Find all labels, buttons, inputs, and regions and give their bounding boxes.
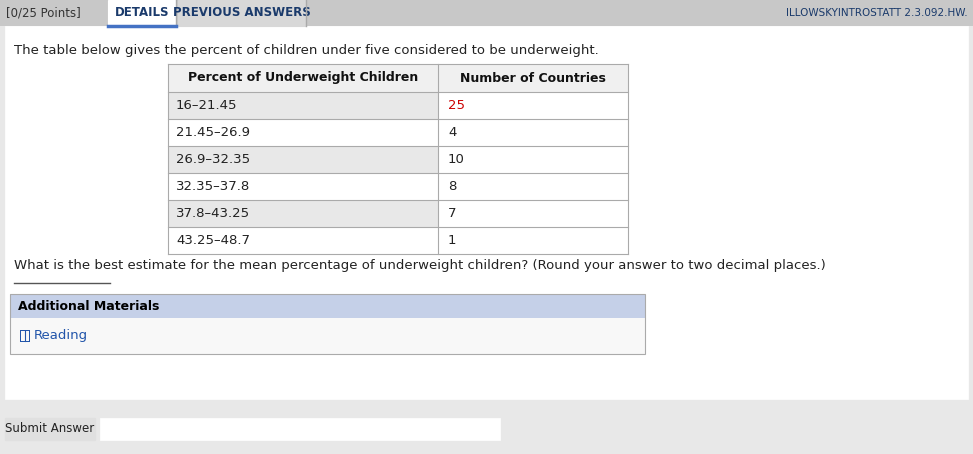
Text: 43.25–48.7: 43.25–48.7 bbox=[176, 234, 250, 247]
Text: The table below gives the percent of children under five considered to be underw: The table below gives the percent of chi… bbox=[14, 44, 598, 57]
Bar bbox=[108, 0, 176, 26]
Bar bbox=[168, 92, 438, 119]
Bar bbox=[438, 173, 628, 200]
Bar bbox=[168, 146, 438, 173]
Text: 7: 7 bbox=[448, 207, 456, 220]
Text: Submit Answer: Submit Answer bbox=[6, 423, 94, 435]
Text: Reading: Reading bbox=[34, 330, 89, 342]
Text: 26.9–32.35: 26.9–32.35 bbox=[176, 153, 250, 166]
Text: DETAILS: DETAILS bbox=[115, 6, 169, 20]
Bar bbox=[5, 26, 968, 399]
Text: 25: 25 bbox=[448, 99, 465, 112]
Bar bbox=[438, 227, 628, 254]
Text: 37.8–43.25: 37.8–43.25 bbox=[176, 207, 250, 220]
Bar bbox=[168, 173, 438, 200]
Text: Number of Countries: Number of Countries bbox=[460, 71, 606, 84]
Text: Percent of Underweight Children: Percent of Underweight Children bbox=[188, 71, 418, 84]
Bar bbox=[0, 0, 973, 26]
Text: 16–21.45: 16–21.45 bbox=[176, 99, 237, 112]
Bar bbox=[168, 227, 438, 254]
Text: Additional Materials: Additional Materials bbox=[18, 300, 160, 312]
Bar bbox=[10, 294, 645, 354]
Text: 4: 4 bbox=[448, 126, 456, 139]
Text: 8: 8 bbox=[448, 180, 456, 193]
Bar bbox=[438, 92, 628, 119]
Bar bbox=[21, 331, 29, 341]
Bar bbox=[168, 200, 438, 227]
Bar bbox=[168, 119, 438, 146]
Text: 1: 1 bbox=[448, 234, 456, 247]
Bar bbox=[5, 418, 95, 440]
Text: ILLOWSKYINTROSTATT 2.3.092.HW.: ILLOWSKYINTROSTATT 2.3.092.HW. bbox=[786, 8, 968, 18]
Text: PREVIOUS ANSWERS: PREVIOUS ANSWERS bbox=[173, 6, 311, 20]
Text: What is the best estimate for the mean percentage of underweight children? (Roun: What is the best estimate for the mean p… bbox=[14, 259, 826, 272]
Text: 21.45–26.9: 21.45–26.9 bbox=[176, 126, 250, 139]
Text: 32.35–37.8: 32.35–37.8 bbox=[176, 180, 250, 193]
Bar bbox=[438, 119, 628, 146]
Text: [0/25 Points]: [0/25 Points] bbox=[6, 6, 81, 20]
Text: 10: 10 bbox=[448, 153, 465, 166]
Bar bbox=[10, 318, 645, 354]
Bar bbox=[178, 0, 306, 26]
Bar bbox=[438, 200, 628, 227]
Bar bbox=[168, 64, 628, 92]
Bar bbox=[438, 146, 628, 173]
Bar bbox=[10, 294, 645, 318]
Bar bbox=[20, 330, 30, 342]
Bar bbox=[100, 418, 500, 440]
